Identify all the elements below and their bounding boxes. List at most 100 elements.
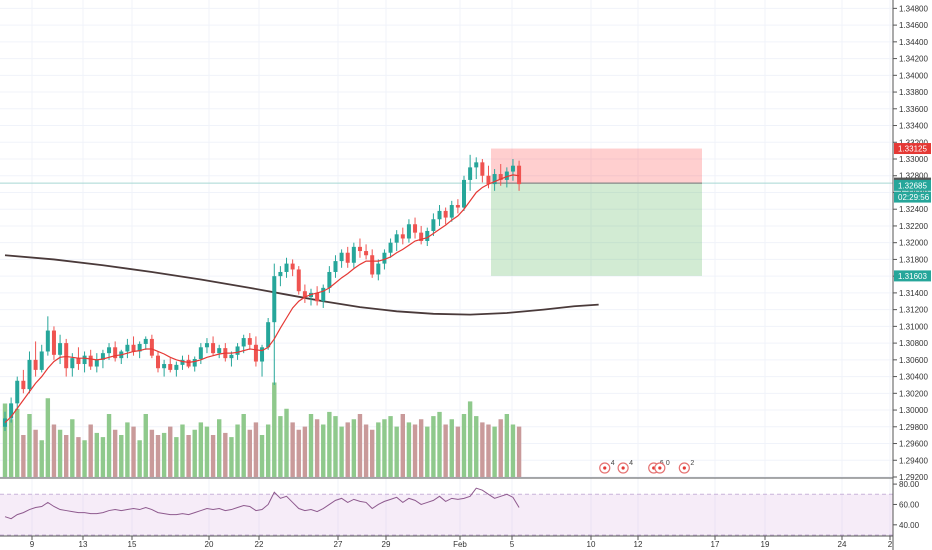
volume-bar (161, 432, 167, 477)
volume-bar (229, 437, 234, 477)
volume-bar (198, 422, 204, 477)
volume-bar (284, 408, 289, 477)
volume-bar (100, 437, 106, 477)
candle-body (198, 347, 203, 360)
candle-body (174, 364, 179, 370)
event-count: 2 (690, 460, 694, 467)
candle-body (272, 276, 277, 323)
candle-body (492, 174, 497, 185)
candle-body (339, 252, 344, 262)
rsi-pane (0, 477, 893, 536)
price-tag-label: 1.32685 (898, 181, 927, 190)
price-tick-label: 1.31200 (899, 306, 928, 315)
volume-bar (253, 422, 259, 477)
take-profit-zone (491, 183, 702, 276)
candle-body (364, 251, 369, 256)
volume-bar (486, 424, 491, 477)
volume-bar (516, 426, 522, 477)
candle-body (406, 224, 411, 239)
short-position-tool[interactable] (0, 148, 893, 276)
price-axis[interactable]: 1.34800 1.34600 1.34400 1.34200 1.34000 1.338… (893, 4, 928, 530)
slow-ma-line (4, 254, 599, 316)
candle-body (474, 162, 479, 168)
volume-bar (155, 435, 161, 477)
price-tick-label: 1.34000 (899, 71, 928, 80)
rsi-tick-label: 40.00 (899, 521, 920, 530)
candle-body (192, 359, 197, 367)
volume-bar (45, 398, 51, 477)
time-tick-label: 5 (510, 540, 515, 549)
event-count: 0 (666, 460, 670, 467)
rsi-band (0, 494, 893, 535)
volume-bar (412, 424, 418, 477)
volume-bar (461, 414, 467, 477)
volume-bar (94, 432, 99, 477)
volume-bar (492, 426, 497, 477)
event-marker: 4 (617, 460, 633, 474)
volume-bar (125, 422, 130, 477)
volume-bar (327, 411, 332, 477)
candle-body (180, 359, 185, 365)
volume-bar (363, 424, 369, 477)
candle-body (388, 242, 393, 253)
candle-body (455, 205, 460, 208)
volume-bar (437, 411, 442, 477)
volume-bar (57, 429, 63, 477)
event-marker: 4 (599, 460, 615, 474)
volume-bar (498, 419, 503, 477)
volume-bar (406, 422, 412, 477)
candle-body (51, 330, 56, 355)
candle-body (327, 271, 332, 288)
time-tick-label: 17 (711, 540, 720, 549)
volume-bar (64, 435, 69, 477)
candle-body (64, 343, 69, 369)
candle-body (39, 351, 44, 370)
candle-body (443, 210, 448, 218)
candle-body (419, 232, 424, 242)
candle-body (486, 175, 491, 185)
candle-body (357, 246, 362, 252)
time-tick-label: 2 (888, 540, 893, 549)
volume-bar (339, 426, 344, 477)
fast-ma-line (4, 174, 520, 424)
volume-bar (474, 416, 479, 477)
slow-moving-average (4, 254, 599, 316)
candle-body (229, 354, 234, 359)
volume-bar (467, 401, 473, 477)
price-tick-label: 1.30600 (899, 356, 928, 365)
price-tick-label: 1.29200 (899, 473, 928, 482)
volume-bar (210, 435, 216, 477)
candle-body (186, 359, 191, 367)
volume-bar (217, 419, 222, 477)
candle-body (15, 380, 20, 404)
price-tag-box (894, 191, 931, 203)
volume-bar (15, 408, 20, 477)
event-dot (682, 466, 686, 470)
price-tick-label: 1.32400 (899, 205, 928, 214)
volume-bar (119, 435, 124, 477)
event-count: 4 (629, 460, 633, 467)
time-tick-label: 9 (30, 540, 35, 549)
event-dot (603, 466, 607, 470)
time-tick-label: 22 (255, 540, 264, 549)
price-tick-label: 1.34800 (899, 4, 928, 13)
price-tick-label: 1.29600 (899, 440, 928, 449)
candle-body (345, 252, 350, 263)
event-count: 4 (611, 460, 615, 467)
time-axis[interactable]: 9 13 15 20 22 27 29 Feb 5 10 12 17 19 24 2 (30, 536, 893, 549)
candle-body (431, 219, 436, 231)
volume-bar (204, 426, 210, 477)
candle-body (425, 230, 430, 242)
candle-body (131, 344, 136, 352)
candle-body (247, 338, 252, 345)
economic-events[interactable]: 44602 (599, 460, 695, 474)
price-tag-label: 1.33125 (898, 145, 927, 154)
candle-body (504, 171, 509, 180)
price-tick-label: 1.29800 (899, 423, 928, 432)
price-tag-box (894, 270, 931, 282)
candle-body (462, 179, 466, 208)
price-tick-label: 1.33200 (899, 138, 928, 147)
volume-bar (51, 424, 57, 477)
volume-bar (27, 414, 32, 477)
